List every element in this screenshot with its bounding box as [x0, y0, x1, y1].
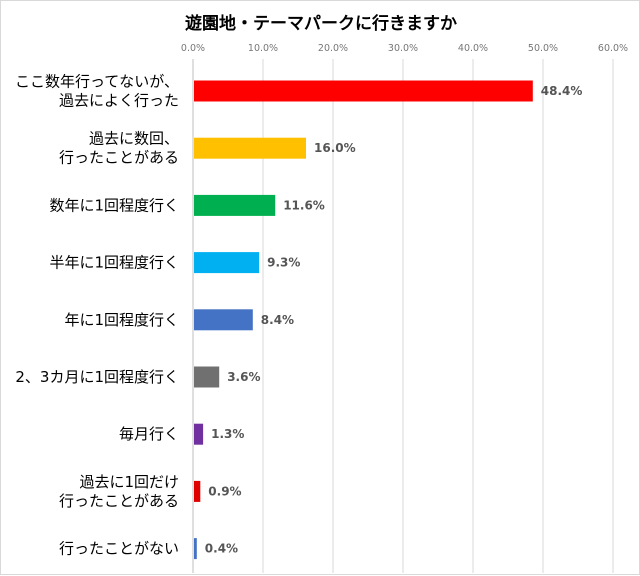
- category-label: 過去によく行った: [59, 92, 179, 110]
- category-label: 過去に数回、: [89, 130, 179, 148]
- data-label: 0.4%: [205, 542, 238, 556]
- x-tick-label: 20.0%: [318, 43, 348, 54]
- category-label: 毎月行く: [119, 425, 179, 443]
- data-label: 48.4%: [541, 84, 583, 98]
- data-label: 16.0%: [314, 141, 356, 155]
- category-label: 行ったことがある: [59, 149, 179, 167]
- bar: [194, 366, 220, 388]
- bar: [194, 480, 201, 502]
- bar: [194, 252, 260, 274]
- x-tick-label: 0.0%: [181, 43, 205, 54]
- bar: [194, 137, 306, 159]
- bar: [194, 423, 204, 445]
- data-label: 9.3%: [267, 256, 300, 270]
- bar: [194, 80, 533, 102]
- bar: [194, 194, 276, 216]
- x-tick-label: 40.0%: [458, 43, 488, 54]
- x-tick-label: 50.0%: [528, 43, 558, 54]
- x-tick-label: 60.0%: [598, 43, 628, 54]
- data-label: 11.6%: [283, 198, 325, 212]
- data-label: 1.3%: [211, 427, 244, 441]
- bar: [194, 309, 253, 331]
- bars: [194, 80, 533, 560]
- category-label: 半年に1回程度行く: [49, 254, 179, 272]
- gridlines: [262, 59, 614, 573]
- data-label: 8.4%: [261, 313, 294, 327]
- bar: [194, 538, 197, 560]
- category-label: 数年に1回程度行く: [49, 196, 179, 214]
- category-labels: ここ数年行ってないが、過去によく行った過去に数回、行ったことがある数年に1回程度…: [15, 73, 179, 558]
- x-tick-label: 10.0%: [248, 43, 278, 54]
- value-labels: 48.4% 16.0% 11.6% 9.3% 8.4% 3.6% 1.3% 0.9% 0.4%: [205, 84, 583, 556]
- data-label: 0.9%: [208, 484, 241, 498]
- x-axis-ticks: 0.0% 10.0% 20.0% 30.0% 40.0% 50.0% 60.0%: [181, 43, 628, 54]
- category-label: 行ったことがない: [59, 540, 179, 558]
- category-label: 2、3カ月に1回程度行く: [15, 368, 179, 386]
- chart-title: 遊園地・テーマパークに行きますか: [185, 13, 457, 34]
- category-label: 過去に1回だけ: [79, 473, 179, 491]
- data-label: 3.6%: [227, 370, 260, 384]
- category-label: ここ数年行ってないが、: [15, 73, 179, 91]
- x-tick-label: 30.0%: [388, 43, 418, 54]
- category-label: 年に1回程度行く: [64, 311, 179, 329]
- category-label: 行ったことがある: [59, 492, 179, 510]
